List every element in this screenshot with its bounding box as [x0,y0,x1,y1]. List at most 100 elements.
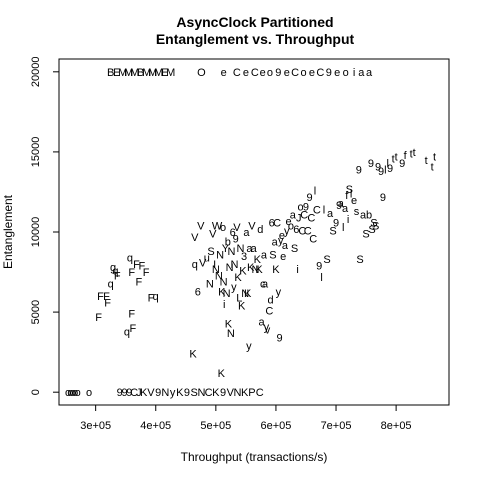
x-tick-label: 6e+05 [260,420,291,432]
data-point: V [147,387,155,399]
data-point: V [199,257,207,269]
data-point: a [262,278,269,290]
x-tick-label: 5e+05 [200,420,231,432]
data-point: 9 [126,387,132,399]
data-point: 9 [276,333,282,345]
data-point: o [65,387,71,399]
data-point: F [128,267,135,279]
data-point: N [227,246,235,258]
data-point: W [212,221,223,233]
data-point: S [362,229,369,241]
data-point: V [191,232,199,244]
data-point: q [127,253,133,265]
data-point: F [130,323,137,335]
data-point: i [223,299,225,311]
data-point: C [316,67,324,79]
data-point: q [108,278,114,290]
data-point: C [205,387,213,399]
data-point: I [213,259,216,271]
data-point: a [246,243,253,255]
data-point: F [133,259,140,271]
data-point: s [354,206,360,218]
data-point: N [161,387,169,399]
data-point: N [252,264,260,276]
data-point: a [282,240,289,252]
data-point: 9 [368,158,374,170]
data-point: M [154,67,163,79]
data-point: l [386,158,388,170]
data-point: d [257,224,263,236]
data-point: N [237,243,245,255]
data-point: P [248,387,255,399]
data-point: F [139,261,146,273]
data-point: M [166,67,175,79]
data-point: K [212,387,220,399]
y-axis: 0 5000 10000 15000 20000 [30,57,60,395]
data-point: y [278,235,284,247]
data-point: C [307,213,315,225]
data-point: C [265,305,273,317]
data-point: S [191,387,198,399]
data-point: o [288,221,294,233]
data-point: l [384,165,386,177]
data-point: d [267,294,273,306]
data-point: E [113,67,120,79]
data-point: 9 [333,217,339,229]
data-point: C [256,387,264,399]
data-point: S [368,224,375,236]
data-point: 9 [316,261,322,273]
x-axis: 3e+05 4e+05 5e+05 6e+05 7e+05 8e+05 [80,404,412,432]
y-axis-label: Entanglement [1,194,15,269]
data-point: C [233,67,241,79]
data-point: o [75,387,81,399]
data-point: a [358,67,365,79]
data-point: a [243,227,250,239]
data-point: e [285,216,291,228]
y-tick-label: 10000 [30,217,42,248]
data-point: 9 [121,387,127,399]
data-point: o [67,387,73,399]
x-tick-label: 7e+05 [321,420,352,432]
data-point: C [273,217,281,229]
data-point: a [261,249,268,261]
data-point: B [137,67,144,79]
data-point: M [148,67,157,79]
data-point: V [197,221,205,233]
data-point: F [114,270,121,282]
data-point: N [197,387,205,399]
data-point: l [342,222,344,234]
data-point: 9 [380,192,386,204]
data-point: F [148,293,155,305]
data-point: M [130,67,139,79]
y-tick-label: 5000 [30,300,42,324]
data-point: K [234,272,242,284]
data-point: l [323,205,325,217]
data-point: 9 [220,387,226,399]
data-point: 6 [230,227,236,239]
x-tick-label: 4e+05 [140,420,171,432]
data-point: b [366,209,372,221]
data-point: V [227,387,235,399]
data-point: B [107,67,114,79]
data-point: N [220,277,228,289]
data-point: i [347,214,349,226]
data-point: V [233,222,241,234]
data-point: y [284,225,290,237]
data-point: C [309,233,317,245]
data-point: N [227,328,235,340]
data-point: 9 [387,163,393,175]
data-point: a [360,209,367,221]
data-point: F [95,312,102,324]
data-point: a [251,243,258,255]
data-point: M [142,67,151,79]
data-point: F [128,309,135,321]
data-point: N [233,387,241,399]
data-point: o [72,387,78,399]
data-point: K [218,368,226,380]
data-point: e [284,67,290,79]
data-point: N [206,278,214,290]
data-point: M [118,67,127,79]
data-point: a [272,237,279,249]
data-point: N [215,270,223,282]
